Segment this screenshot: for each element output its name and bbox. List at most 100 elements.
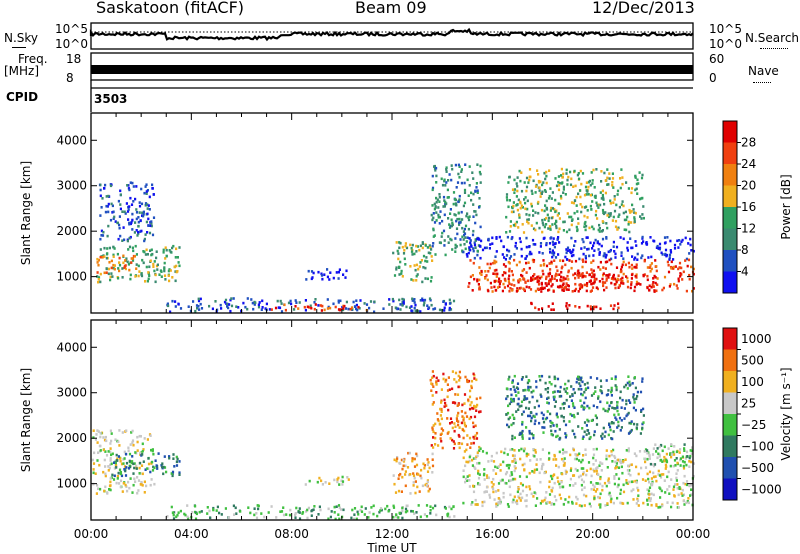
data-cell (153, 466, 156, 470)
data-cell (312, 508, 315, 511)
data-cell (528, 252, 531, 256)
data-cell (304, 299, 307, 302)
data-cell (140, 273, 143, 276)
data-cell (600, 469, 603, 472)
data-cell (454, 393, 457, 396)
data-cell (404, 510, 407, 514)
data-cell (648, 289, 651, 292)
data-cell (402, 464, 405, 468)
data-cell (138, 466, 141, 470)
data-cell (317, 513, 320, 516)
data-cell (610, 377, 613, 380)
data-cell (470, 245, 473, 248)
data-cell (627, 447, 630, 450)
data-cell (472, 435, 475, 439)
data-cell (569, 477, 572, 481)
data-cell (451, 401, 455, 404)
data-cell (596, 482, 599, 485)
data-cell (128, 459, 131, 463)
data-cell (519, 499, 522, 502)
data-cell (167, 269, 170, 273)
data-cell (423, 464, 426, 467)
data-cell (503, 271, 506, 274)
data-cell (558, 184, 561, 187)
data-cell (553, 277, 556, 280)
data-cell (574, 467, 577, 471)
data-cell (494, 289, 497, 292)
data-cell (355, 517, 358, 521)
data-cell (615, 465, 618, 469)
data-cell (557, 230, 560, 234)
data-cell (122, 482, 125, 485)
data-cell (407, 451, 410, 455)
data-cell (105, 267, 108, 270)
x-tick-label: 04:00 (174, 527, 209, 541)
data-cell (595, 168, 598, 171)
data-cell (484, 270, 487, 273)
data-cell (606, 226, 609, 230)
data-cell (610, 390, 613, 394)
data-cell (511, 413, 514, 417)
colorbar-segment (723, 349, 737, 372)
data-cell (429, 509, 432, 512)
data-cell (625, 399, 628, 402)
data-cell (403, 249, 406, 252)
data-cell (439, 407, 442, 411)
data-cell (604, 191, 607, 195)
data-cell (509, 255, 513, 258)
data-cell (533, 415, 536, 419)
data-cell (574, 435, 577, 439)
data-cell (446, 383, 449, 386)
data-cell (457, 442, 460, 445)
data-cell (498, 285, 501, 288)
data-cell (582, 467, 585, 470)
data-cell (440, 388, 443, 391)
data-cell (412, 474, 416, 477)
data-cell (402, 302, 405, 305)
data-cell (548, 247, 552, 251)
data-cell (404, 263, 407, 266)
data-cell (578, 459, 581, 462)
data-cell (628, 230, 631, 234)
data-cell (352, 300, 355, 304)
data-cell (99, 188, 102, 192)
data-cell (133, 462, 136, 465)
data-cell (603, 435, 606, 438)
data-cell (527, 261, 530, 264)
data-cell (536, 275, 539, 279)
data-cell (524, 280, 527, 284)
data-cell (560, 167, 563, 171)
data-cell (535, 412, 538, 416)
data-cell (473, 404, 476, 408)
data-cell (502, 245, 505, 248)
data-cell (433, 307, 437, 310)
data-cell (450, 164, 453, 167)
data-cell (534, 191, 537, 194)
data-cell (467, 251, 470, 255)
data-cell (558, 181, 561, 185)
data-cell (682, 493, 685, 497)
data-cell (469, 275, 472, 279)
data-cell (457, 423, 460, 427)
data-cell (474, 221, 477, 225)
data-cell (171, 276, 174, 279)
data-cell (592, 468, 595, 472)
data-cell (651, 480, 654, 484)
data-cell (577, 192, 580, 196)
data-cell (113, 267, 116, 271)
data-cell (555, 279, 558, 282)
data-cell (434, 443, 437, 446)
x-tick-label: 12:00 (375, 527, 410, 541)
colorbar-segment (723, 457, 737, 479)
data-cell (538, 226, 541, 230)
data-cell (499, 502, 502, 505)
data-cell (404, 473, 407, 476)
data-cell (513, 188, 517, 191)
data-cell (548, 225, 551, 228)
data-cell (320, 309, 323, 312)
y-tick-label: 4000 (56, 133, 87, 147)
data-cell (609, 199, 612, 203)
colorbar-segment (723, 185, 737, 208)
data-cell (657, 469, 660, 473)
data-cell (135, 263, 138, 266)
